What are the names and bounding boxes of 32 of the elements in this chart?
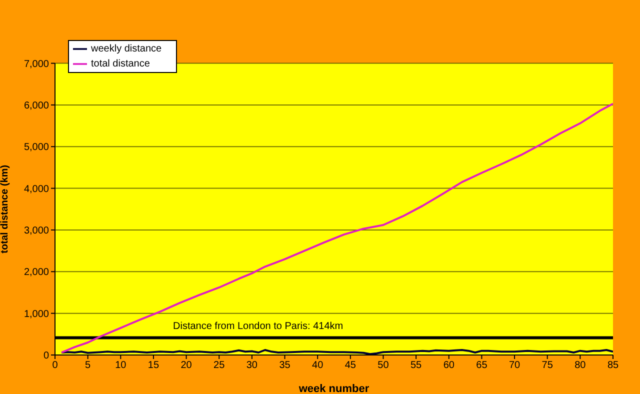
x-tick-label: 25	[214, 360, 226, 372]
y-tick-label: 4,000	[24, 184, 50, 195]
ref-line-label: Distance from London to Paris: 414km	[173, 320, 344, 332]
x-tick-label: 60	[443, 360, 455, 372]
x-tick-label: 55	[410, 360, 422, 372]
x-tick-label: 10	[115, 360, 127, 372]
x-tick-label: 80	[574, 360, 586, 372]
y-axis-title: total distance (km)	[0, 164, 11, 254]
line-series	[60, 102, 613, 354]
x-tick-label: 5	[85, 360, 92, 372]
y-tick-label: 6,000	[24, 100, 50, 112]
legend-label: weekly distance	[91, 44, 162, 55]
x-tick-label: 15	[148, 360, 160, 372]
y-tick-label: 1,000	[24, 308, 50, 320]
x-tick-label: 30	[246, 360, 258, 372]
x-tick-label: 50	[378, 360, 390, 372]
x-tick-label: 85	[607, 360, 619, 372]
y-tick-label: 7,000	[24, 58, 50, 70]
x-tick-label: 45	[344, 360, 356, 372]
x-tick-label: 0	[52, 360, 58, 372]
x-tick-label: 70	[508, 360, 521, 372]
x-axis-title: week number	[298, 383, 370, 394]
y-tick-label: 3,000	[24, 226, 50, 237]
x-tick-label: 75	[542, 360, 554, 372]
x-tick-label: 65	[476, 360, 488, 372]
x-tick-label: 20	[180, 360, 192, 372]
x-tick-label: 35	[279, 360, 291, 372]
x-tick-label: 40	[312, 360, 324, 372]
y-tick-label: 5,000	[24, 142, 50, 154]
y-tick-label: 0	[43, 350, 50, 362]
y-tick-label: 2,000	[24, 267, 50, 278]
legend-label: total distance	[91, 58, 150, 70]
